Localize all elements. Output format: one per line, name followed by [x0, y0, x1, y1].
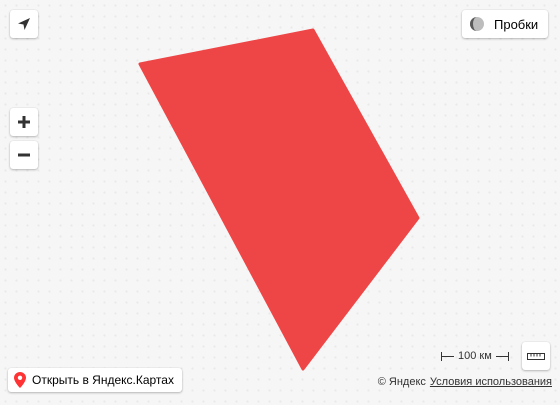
traffic-button[interactable]: Пробки: [462, 10, 549, 38]
scale-right-tick: [495, 351, 509, 361]
map-scale: 100 км: [441, 349, 509, 363]
geolocation-button[interactable]: [10, 10, 38, 38]
traffic-label: Пробки: [494, 16, 539, 32]
copyright-bar: © Яндекс Условия использования: [378, 376, 552, 388]
plus-icon: [18, 116, 30, 128]
scale-left-tick: [441, 351, 454, 361]
zoom-out-button[interactable]: [10, 141, 38, 169]
ruler-icon: [527, 353, 545, 360]
minus-icon: [18, 153, 30, 157]
open-in-maps-label: Открыть в Яндекс.Картах: [32, 373, 174, 387]
navigation-arrow-icon: [18, 18, 30, 30]
open-in-yandex-maps-button[interactable]: Открыть в Яндекс.Картах: [8, 368, 182, 392]
ruler-button[interactable]: [522, 342, 550, 370]
terms-of-use-link[interactable]: Условия использования: [429, 376, 552, 388]
traffic-light-icon: [470, 17, 484, 31]
map-pin-icon: [14, 372, 26, 388]
highlighted-region-polygon[interactable]: [138, 28, 420, 371]
scale-label: 100 км: [458, 350, 492, 362]
zoom-in-button[interactable]: [10, 108, 38, 136]
copyright-brand: © Яндекс: [377, 376, 426, 388]
